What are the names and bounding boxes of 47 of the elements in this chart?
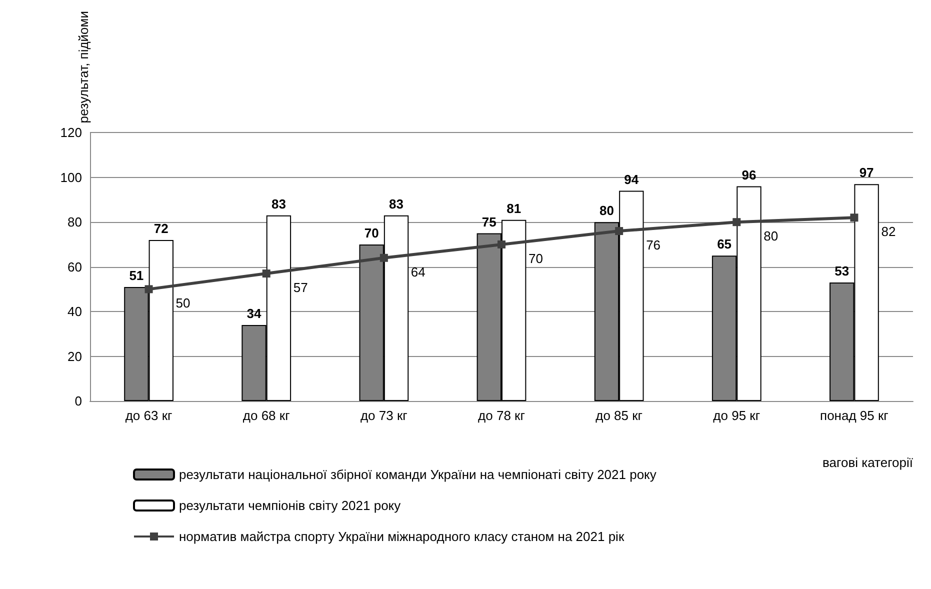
data-label: 83 xyxy=(389,196,404,212)
data-label: 81 xyxy=(506,200,522,216)
data-label: 50 xyxy=(176,296,190,311)
point xyxy=(732,218,741,226)
y-tick-label: 100 xyxy=(60,170,82,185)
x-axis-title: вагові категорії xyxy=(822,455,914,470)
point xyxy=(144,285,153,294)
y-tick-label: 120 xyxy=(60,125,82,140)
legend-label: результати національної збірної команди України на чемпіонаті світу 2021 року xyxy=(179,467,657,482)
legend-label: результати чемпіонів світу 2021 року xyxy=(179,498,402,513)
x-tick-label: до 63 кг xyxy=(125,408,173,423)
y-tick-label: 60 xyxy=(68,259,82,274)
data-label: 64 xyxy=(410,264,426,280)
point xyxy=(498,240,506,248)
data-label: 97 xyxy=(859,165,874,180)
y-tick-label: 40 xyxy=(68,304,82,320)
data-label: 80 xyxy=(764,228,778,244)
y-tick-label: 0 xyxy=(74,394,82,408)
legend-label: норматив майстра спорту України міжнародного класу станом на 2021 рік xyxy=(179,529,624,544)
data-label: 72 xyxy=(154,220,168,236)
data-label: 94 xyxy=(624,172,640,187)
data-label: 75 xyxy=(482,214,496,230)
point xyxy=(850,214,858,222)
data-label: 34 xyxy=(246,306,262,321)
data-label: 76 xyxy=(646,238,661,253)
x-tick-label: до 73 кг xyxy=(360,408,408,423)
data-label: 83 xyxy=(271,196,286,212)
data-label: 57 xyxy=(293,280,308,296)
point xyxy=(615,227,624,236)
y-tick-label: 80 xyxy=(68,214,82,230)
data-label: 82 xyxy=(881,224,896,240)
data-label: 65 xyxy=(717,236,732,252)
y-tick-label: 20 xyxy=(68,348,82,364)
point xyxy=(262,270,270,278)
data-label: 53 xyxy=(834,263,850,278)
x-tick-label: до 95 кг xyxy=(713,408,760,423)
data-label: 70 xyxy=(528,250,543,266)
x-tick-label: до 68 кг xyxy=(242,408,290,423)
point xyxy=(380,254,388,262)
x-tick-label: понад 95 кг xyxy=(820,408,889,423)
y-axis-title: результат, підйоми xyxy=(76,11,91,124)
data-label: 70 xyxy=(364,225,379,240)
data-label: 96 xyxy=(742,167,756,182)
data-label: 80 xyxy=(599,203,614,218)
x-tick-label: до 85 кг xyxy=(596,408,643,423)
x-tick-label: до 78 кг xyxy=(478,408,526,423)
data-label: 51 xyxy=(129,268,144,283)
